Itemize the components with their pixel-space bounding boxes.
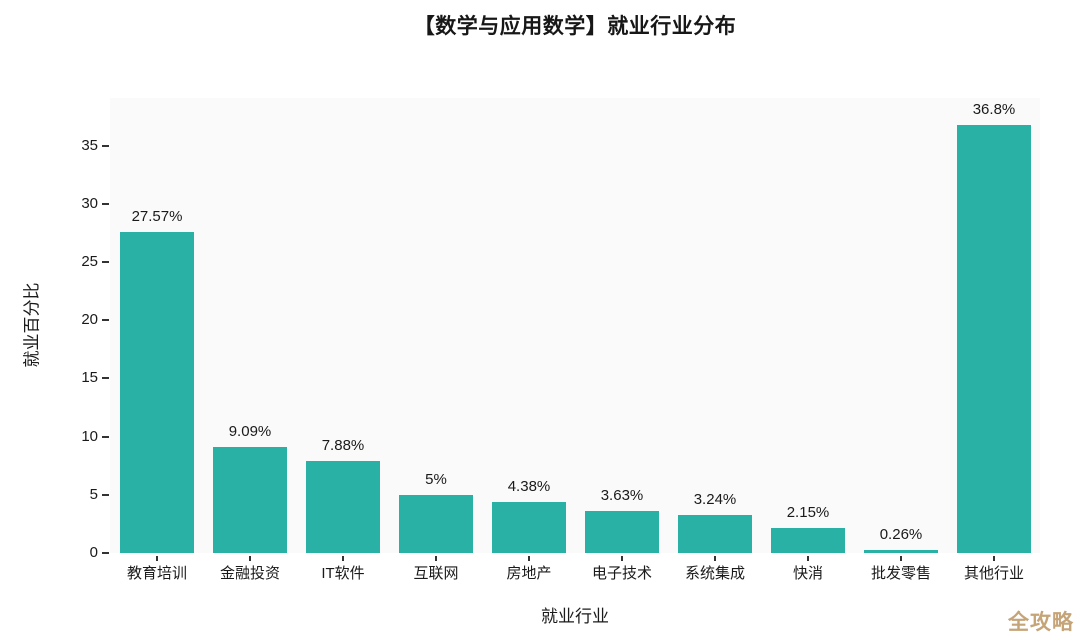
bar-value-label: 3.63%: [600, 487, 644, 504]
bar: [585, 511, 659, 553]
x-category-label: 电子技术: [591, 565, 652, 582]
bar: [213, 447, 287, 553]
x-category-label: 批发零售: [870, 565, 931, 582]
bar: [957, 125, 1031, 553]
x-axis-title: 就业行业: [541, 607, 609, 626]
bar-value-label: 27.57%: [131, 208, 183, 225]
bar-value-label: 0.26%: [879, 526, 923, 543]
y-tick-label: 30: [81, 195, 98, 212]
x-tick-mark: [993, 556, 995, 561]
x-category-label: 其他行业: [963, 565, 1024, 582]
bar: [492, 502, 566, 553]
x-tick-mark: [714, 556, 716, 561]
x-category-label: IT软件: [321, 565, 365, 582]
y-tick-label: 5: [89, 486, 98, 503]
bar: [864, 550, 938, 553]
x-category-label: 金融投资: [219, 565, 280, 582]
bar: [678, 515, 752, 553]
y-tick-mark: [102, 145, 109, 147]
y-tick-label: 20: [81, 311, 98, 328]
bar: [399, 495, 473, 553]
x-category-label: 互联网: [413, 565, 459, 582]
bar: [771, 528, 845, 553]
x-tick-mark: [900, 556, 902, 561]
y-tick-mark: [102, 377, 109, 379]
bar-value-label: 7.88%: [321, 437, 365, 454]
bar: [306, 461, 380, 553]
x-category-label: 系统集成: [684, 565, 745, 582]
chart-title: 【数学与应用数学】就业行业分布: [413, 15, 737, 38]
y-tick-mark: [102, 203, 109, 205]
y-tick-mark: [102, 552, 109, 554]
y-tick-label: 15: [81, 369, 98, 386]
x-category-label: 快消: [792, 565, 823, 582]
bar-value-label: 5%: [425, 471, 447, 488]
x-tick-mark: [807, 556, 809, 561]
y-tick-mark: [102, 436, 109, 438]
bar-value-label: 2.15%: [786, 504, 830, 521]
x-tick-mark: [435, 556, 437, 561]
x-tick-mark: [249, 556, 251, 561]
watermark: 全攻略: [1008, 611, 1074, 634]
x-tick-mark: [528, 556, 530, 561]
plot-area: [110, 98, 1040, 553]
y-tick-label: 10: [81, 428, 98, 445]
y-tick-label: 0: [89, 544, 98, 561]
y-tick-mark: [102, 319, 109, 321]
y-tick-label: 35: [81, 137, 98, 154]
y-tick-mark: [102, 261, 109, 263]
x-tick-mark: [156, 556, 158, 561]
x-tick-mark: [621, 556, 623, 561]
bar-value-label: 3.24%: [693, 491, 737, 508]
x-category-label: 房地产: [506, 565, 552, 582]
bar: [120, 232, 194, 553]
y-tick-label: 25: [81, 253, 98, 270]
x-category-label: 教育培训: [126, 565, 187, 582]
y-tick-mark: [102, 494, 109, 496]
bar-value-label: 9.09%: [228, 423, 272, 440]
bar-value-label: 36.8%: [972, 101, 1016, 118]
bar-value-label: 4.38%: [507, 478, 551, 495]
x-tick-mark: [342, 556, 344, 561]
